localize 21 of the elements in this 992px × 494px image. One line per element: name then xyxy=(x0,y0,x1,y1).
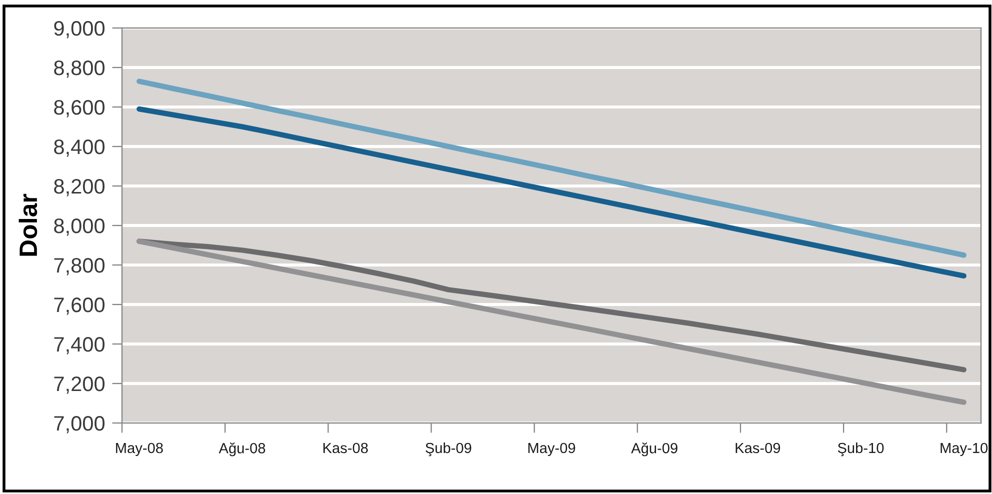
y-tick-label: 8,000 xyxy=(54,218,105,236)
y-tick-label: 8,600 xyxy=(54,100,105,118)
y-tick-label: 7,400 xyxy=(54,337,105,354)
x-tick-label: Kas-09 xyxy=(736,442,780,454)
x-tick-label: Şub-09 xyxy=(426,442,472,456)
y-tick-label: 7,600 xyxy=(54,298,105,315)
y-tick-label: 9,000 xyxy=(54,21,105,38)
y-tick-label: 7,000 xyxy=(54,416,105,434)
x-tick-label: May-09 xyxy=(528,442,576,456)
y-tick-label: 7,200 xyxy=(54,376,105,394)
y-tick-label: 8,200 xyxy=(54,179,105,196)
y-tick-label: 7,800 xyxy=(54,258,105,276)
x-tick-label: Kas-08 xyxy=(323,442,368,454)
x-tick-label: Ağu-09 xyxy=(631,442,678,456)
y-tick-label: 8,400 xyxy=(54,140,105,157)
x-tick-label: May-10 xyxy=(940,442,988,456)
y-axis-title: Dolar xyxy=(18,194,38,256)
x-tick-label: Şub-10 xyxy=(838,442,884,456)
x-tick-label: Ağu-08 xyxy=(218,442,266,456)
x-tick-label: May-08 xyxy=(116,442,163,456)
y-tick-label: 8,800 xyxy=(54,60,105,78)
